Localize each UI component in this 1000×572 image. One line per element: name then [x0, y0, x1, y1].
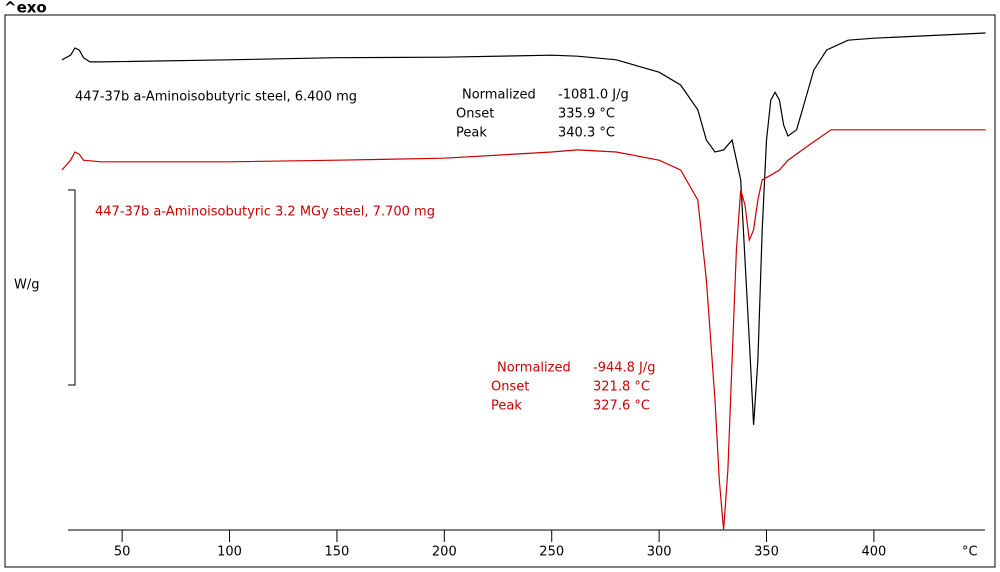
result-label: Onset [491, 380, 529, 395]
result-label: Onset [456, 107, 494, 122]
x-tick-label: 400 [861, 545, 886, 560]
result-value: -1081.0 J/g [558, 88, 629, 103]
result-label: Peak [456, 126, 487, 141]
result-value: 340.3 °C [558, 126, 615, 141]
result-label: Peak [491, 399, 522, 414]
result-value: 335.9 °C [558, 107, 615, 122]
result-label: Normalized [497, 361, 571, 376]
x-tick-label: 50 [114, 545, 131, 560]
series-name: 447-37b a-Aminoisobutyric steel, 6.400 m… [75, 90, 357, 105]
y-axis-label: W/g [14, 278, 40, 293]
x-unit: °C [962, 545, 978, 560]
x-tick-label: 150 [325, 545, 350, 560]
exo-label: ^exo [4, 0, 47, 17]
x-tick-label: 100 [217, 545, 242, 560]
frame [4, 14, 996, 568]
result-value: 321.8 °C [593, 380, 650, 395]
result-label: Normalized [462, 88, 536, 103]
x-tick-label: 350 [754, 545, 779, 560]
x-tick-label: 300 [647, 545, 672, 560]
result-value: -944.8 J/g [593, 361, 656, 376]
x-tick-label: 250 [539, 545, 564, 560]
series-line [61, 129, 986, 531]
series-name: 447-37b a-Aminoisobutyric 3.2 MGy steel,… [95, 205, 435, 220]
result-value: 327.6 °C [593, 399, 650, 414]
x-tick-label: 200 [432, 545, 457, 560]
series-line [61, 32, 986, 425]
scale-bar [68, 189, 76, 386]
